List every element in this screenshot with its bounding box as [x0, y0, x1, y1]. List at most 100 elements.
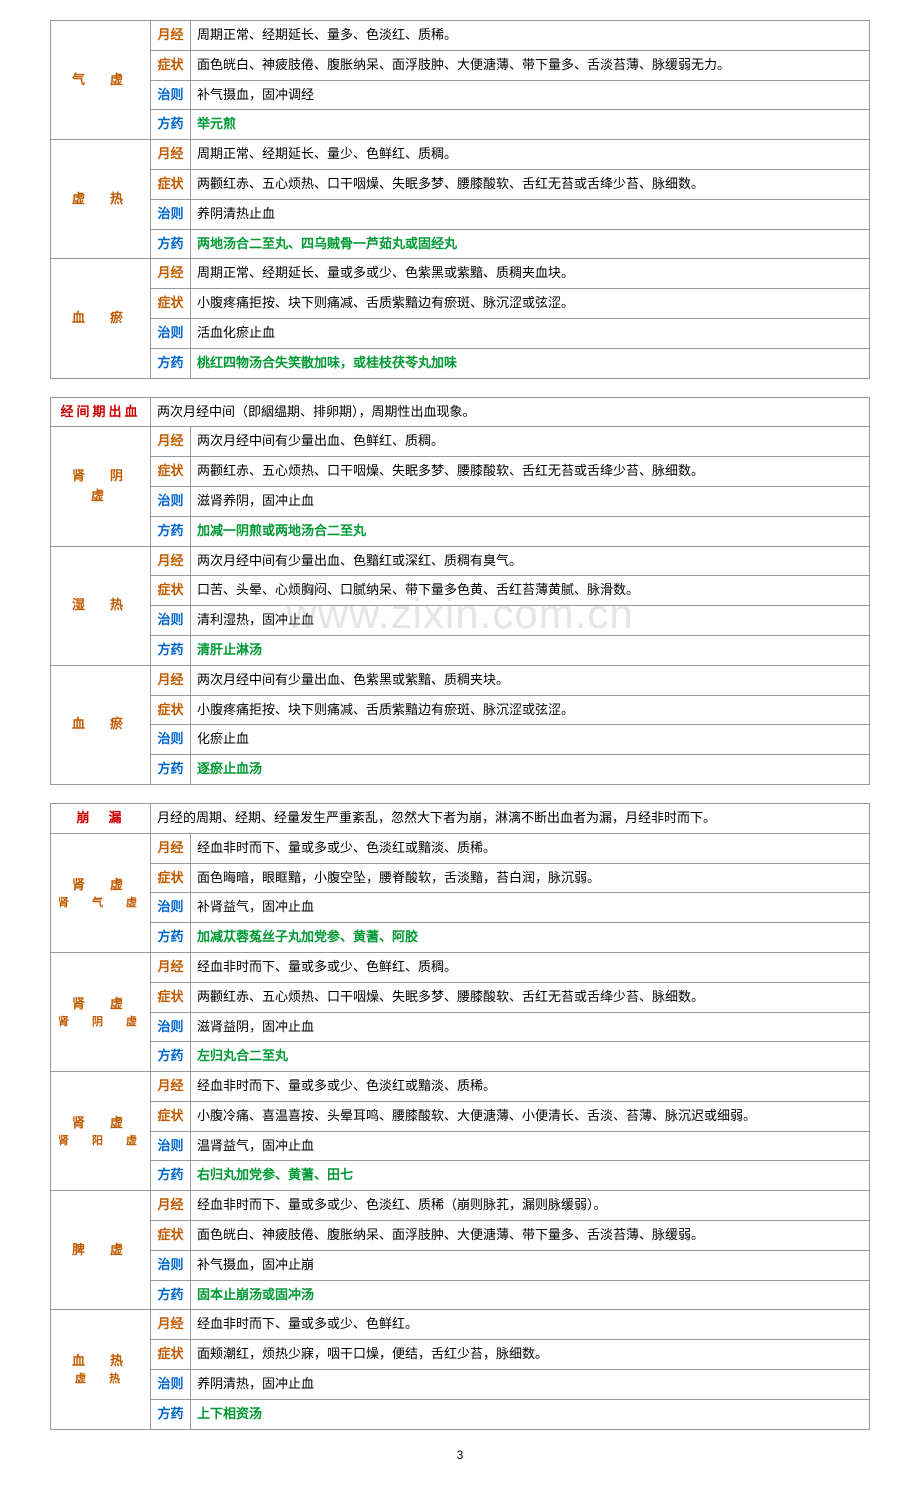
- category-cell: 血 瘀: [51, 665, 151, 784]
- row-content: 桃红四物汤合失笑散加味，或桂枝茯苓丸加味: [191, 348, 870, 378]
- row-content: 经血非时而下、量或多或少、色淡红、质稀（崩则脉芤，漏则脉缓弱）。: [191, 1191, 870, 1221]
- row-label: 方药: [151, 229, 191, 259]
- row-label: 方药: [151, 1161, 191, 1191]
- row-label: 月经: [151, 833, 191, 863]
- row-content: 口苦、头晕、心烦胸闷、口腻纳呆、带下量多色黄、舌红苔薄黄腻、脉滑数。: [191, 576, 870, 606]
- row-content: 两次月经中间有少量出血、色鲜红、质稠。: [191, 427, 870, 457]
- row-label: 治则: [151, 893, 191, 923]
- row-label: 治则: [151, 318, 191, 348]
- row-label: 治则: [151, 80, 191, 110]
- row-label: 症状: [151, 457, 191, 487]
- row-content: 举元煎: [191, 110, 870, 140]
- category-cell: 肾 阴 虚: [51, 427, 151, 546]
- row-label: 症状: [151, 982, 191, 1012]
- row-content: 经血非时而下、量或多或少、色淡红或黯淡、质稀。: [191, 833, 870, 863]
- row-content: 小腹冷痛、喜温喜按、头晕耳鸣、腰膝酸软、大便溏薄、小便清长、舌淡、苔薄、脉沉迟或…: [191, 1101, 870, 1131]
- row-content: 周期正常、经期延长、量多、色淡红、质稀。: [191, 21, 870, 51]
- row-content: 补气摄血，固冲止崩: [191, 1250, 870, 1280]
- row-label: 方药: [151, 348, 191, 378]
- row-content: 两颧红赤、五心烦热、口干咽燥、失眠多梦、腰膝酸软、舌红无苔或舌绛少苔、脉细数。: [191, 982, 870, 1012]
- row-label: 症状: [151, 1340, 191, 1370]
- section-desc: 两次月经中间（即絪缊期、排卵期），周期性出血现象。: [151, 397, 870, 427]
- row-label: 方药: [151, 1042, 191, 1072]
- row-content: 小腹疼痛拒按、块下则痛减、舌质紫黯边有瘀斑、脉沉涩或弦涩。: [191, 289, 870, 319]
- table-2: 经间期出血两次月经中间（即絪缊期、排卵期），周期性出血现象。肾 阴 虚月经两次月…: [50, 397, 870, 785]
- row-content: 滋肾养阴，固冲止血: [191, 486, 870, 516]
- row-content: 经血非时而下、量或多或少、色淡红或黯淡、质稀。: [191, 1072, 870, 1102]
- category-cell: 虚 热: [51, 140, 151, 259]
- row-content: 活血化瘀止血: [191, 318, 870, 348]
- row-label: 月经: [151, 1310, 191, 1340]
- row-label: 方药: [151, 516, 191, 546]
- table-1: 气 虚月经周期正常、经期延长、量多、色淡红、质稀。症状面色㿠白、神疲肢倦、腹胀纳…: [50, 20, 870, 379]
- row-content: 清利湿热，固冲止血: [191, 606, 870, 636]
- row-label: 方药: [151, 1280, 191, 1310]
- row-label: 治则: [151, 486, 191, 516]
- row-content: 两地汤合二至丸、四乌贼骨一芦茹丸或固经丸: [191, 229, 870, 259]
- row-content: 固本止崩汤或固冲汤: [191, 1280, 870, 1310]
- category-cell: 血 瘀: [51, 259, 151, 378]
- row-label: 方药: [151, 755, 191, 785]
- row-content: 上下相资汤: [191, 1399, 870, 1429]
- row-content: 化瘀止血: [191, 725, 870, 755]
- row-content: 两次月经中间有少量出血、色黯红或深红、质稠有臭气。: [191, 546, 870, 576]
- row-label: 月经: [151, 952, 191, 982]
- row-label: 月经: [151, 546, 191, 576]
- row-label: 月经: [151, 21, 191, 51]
- row-label: 方药: [151, 110, 191, 140]
- row-label: 症状: [151, 1221, 191, 1251]
- row-label: 方药: [151, 923, 191, 953]
- row-label: 治则: [151, 199, 191, 229]
- row-label: 月经: [151, 1191, 191, 1221]
- row-content: 温肾益气，固冲止血: [191, 1131, 870, 1161]
- category-cell: 湿 热: [51, 546, 151, 665]
- row-content: 小腹疼痛拒按、块下则痛减、舌质紫黯边有瘀斑、脉沉涩或弦涩。: [191, 695, 870, 725]
- row-content: 养阴清热，固冲止血: [191, 1370, 870, 1400]
- row-label: 治则: [151, 1012, 191, 1042]
- row-content: 两次月经中间有少量出血、色紫黑或紫黯、质稠夹块。: [191, 665, 870, 695]
- section-header: 经间期出血: [51, 397, 151, 427]
- section-desc: 月经的周期、经期、经量发生严重紊乱，忽然大下者为崩，淋漓不断出血者为漏，月经非时…: [151, 803, 870, 833]
- row-label: 治则: [151, 1131, 191, 1161]
- row-content: 养阴清热止血: [191, 199, 870, 229]
- table-3: 崩 漏月经的周期、经期、经量发生严重紊乱，忽然大下者为崩，淋漓不断出血者为漏，月…: [50, 803, 870, 1430]
- row-content: 加减一阴煎或两地汤合二至丸: [191, 516, 870, 546]
- row-label: 症状: [151, 863, 191, 893]
- row-label: 症状: [151, 169, 191, 199]
- row-label: 方药: [151, 1399, 191, 1429]
- row-label: 症状: [151, 695, 191, 725]
- row-content: 面色㿠白、神疲肢倦、腹胀纳呆、面浮肢肿、大便溏薄、带下量多、舌淡苔薄、脉缓弱无力…: [191, 50, 870, 80]
- row-content: 两颧红赤、五心烦热、口干咽燥、失眠多梦、腰膝酸软、舌红无苔或舌绛少苔、脉细数。: [191, 169, 870, 199]
- category-cell: 肾 虚肾 阳 虚: [51, 1072, 151, 1191]
- row-label: 月经: [151, 665, 191, 695]
- row-label: 症状: [151, 289, 191, 319]
- category-cell: 气 虚: [51, 21, 151, 140]
- row-label: 症状: [151, 1101, 191, 1131]
- row-label: 月经: [151, 1072, 191, 1102]
- page-number: 3: [50, 1448, 870, 1462]
- row-label: 症状: [151, 50, 191, 80]
- row-content: 面色晦暗，眼眶黯，小腹空坠，腰脊酸软，舌淡黯，苔白润，脉沉弱。: [191, 863, 870, 893]
- row-content: 补肾益气，固冲止血: [191, 893, 870, 923]
- row-label: 月经: [151, 259, 191, 289]
- row-content: 清肝止淋汤: [191, 635, 870, 665]
- category-cell: 肾 虚肾 阴 虚: [51, 952, 151, 1071]
- row-content: 周期正常、经期延长、量少、色鲜红、质稠。: [191, 140, 870, 170]
- section-header: 崩 漏: [51, 803, 151, 833]
- row-label: 方药: [151, 635, 191, 665]
- row-content: 面色㿠白、神疲肢倦、腹胀纳呆、面浮肢肿、大便溏薄、带下量多、舌淡苔薄、脉缓弱。: [191, 1221, 870, 1251]
- row-content: 两颧红赤、五心烦热、口干咽燥、失眠多梦、腰膝酸软、舌红无苔或舌绛少苔、脉细数。: [191, 457, 870, 487]
- row-content: 滋肾益阴，固冲止血: [191, 1012, 870, 1042]
- category-cell: 脾 虚: [51, 1191, 151, 1310]
- row-content: 周期正常、经期延长、量或多或少、色紫黑或紫黯、质稠夹血块。: [191, 259, 870, 289]
- row-label: 月经: [151, 140, 191, 170]
- row-content: 补气摄血，固冲调经: [191, 80, 870, 110]
- row-content: 左归丸合二至丸: [191, 1042, 870, 1072]
- row-content: 经血非时而下、量或多或少、色鲜红、质稠。: [191, 952, 870, 982]
- row-label: 治则: [151, 1370, 191, 1400]
- row-label: 治则: [151, 1250, 191, 1280]
- category-cell: 肾 虚肾 气 虚: [51, 833, 151, 952]
- row-content: 加减苁蓉菟丝子丸加党参、黄蓍、阿胶: [191, 923, 870, 953]
- row-label: 月经: [151, 427, 191, 457]
- category-cell: 血 热虚 热: [51, 1310, 151, 1429]
